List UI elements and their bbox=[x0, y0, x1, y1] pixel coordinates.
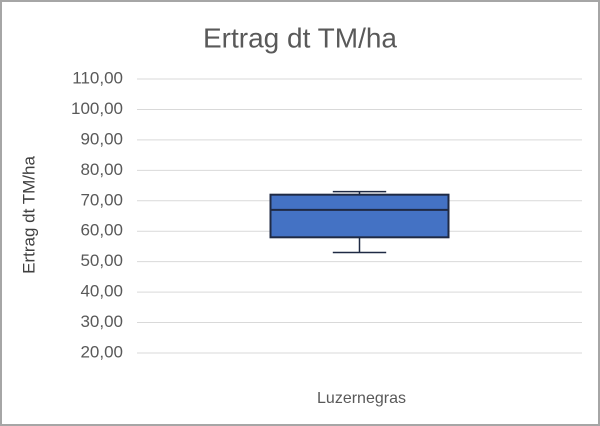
y-tick-label: 50,00 bbox=[80, 251, 123, 270]
x-tick-label: Luzernegras bbox=[317, 390, 406, 407]
y-tick-label: 40,00 bbox=[80, 282, 123, 301]
y-tick-label: 20,00 bbox=[80, 342, 123, 361]
y-tick-label: 60,00 bbox=[80, 221, 123, 240]
y-tick-label: 100,00 bbox=[71, 99, 123, 118]
chart-title: Ertrag dt TM/ha bbox=[203, 22, 397, 53]
y-tick-label: 30,00 bbox=[80, 312, 123, 331]
y-tick-label: 80,00 bbox=[80, 160, 123, 179]
box bbox=[269, 193, 450, 239]
y-tick-label: 70,00 bbox=[80, 190, 123, 209]
y-tick-label: 90,00 bbox=[80, 129, 123, 148]
y-tick-label: 110,00 bbox=[72, 68, 123, 87]
y-axis-label: Ertrag dt TM/ha bbox=[19, 156, 38, 274]
